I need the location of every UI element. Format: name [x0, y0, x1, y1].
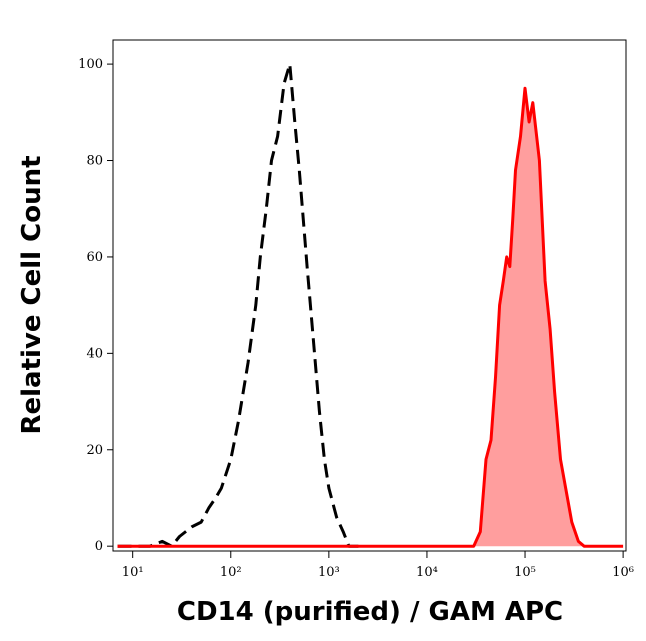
- y-axis-label: Relative Cell Count: [17, 155, 47, 434]
- x-tick-label: 10⁴: [416, 565, 438, 580]
- y-tick-label: 40: [86, 346, 103, 361]
- y-tick-label: 0: [95, 539, 103, 554]
- y-tick-label: 20: [86, 443, 103, 458]
- x-axis-label: CD14 (purified) / GAM APC: [177, 597, 563, 627]
- y-tick-label: 60: [86, 250, 103, 265]
- x-tick-label: 10²: [220, 565, 242, 580]
- plot-frame: [112, 39, 627, 552]
- x-tick-label: 10⁵: [514, 565, 536, 580]
- series-line: [117, 86, 624, 548]
- y-tick-label: 100: [78, 57, 103, 72]
- series-area: [117, 88, 624, 547]
- x-tick-label: 10¹: [122, 565, 144, 580]
- y-tick-label: 80: [86, 154, 103, 169]
- x-tick-label: 10³: [318, 565, 340, 580]
- x-tick-label: 10⁶: [612, 565, 634, 580]
- series-line: [117, 62, 359, 548]
